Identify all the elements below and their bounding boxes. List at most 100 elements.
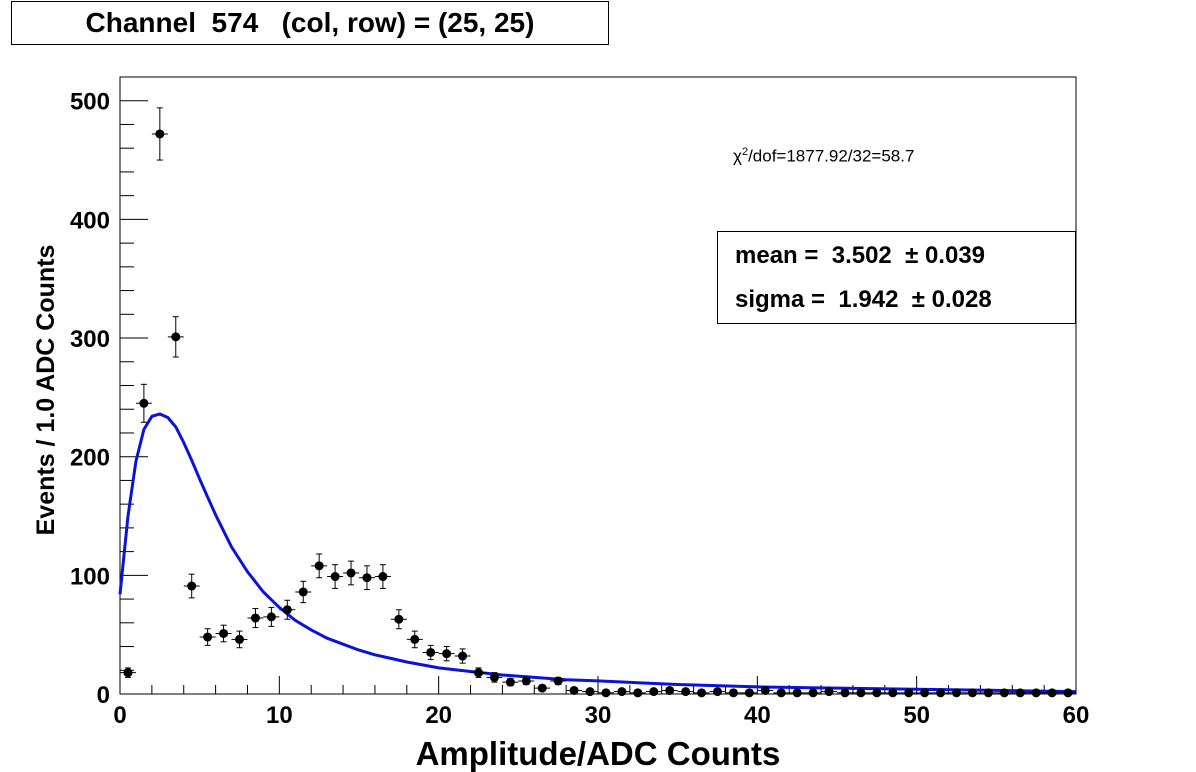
data-marker	[569, 685, 579, 695]
data-marker	[681, 687, 691, 697]
data-point	[120, 667, 136, 678]
data-point	[709, 687, 726, 697]
data-point	[932, 688, 949, 698]
data-point	[167, 316, 184, 358]
data-point	[502, 677, 519, 687]
data-marker	[744, 688, 754, 698]
data-point	[151, 107, 168, 161]
data-point	[470, 667, 487, 678]
data-point	[773, 688, 790, 698]
data-marker	[219, 628, 229, 638]
data-point	[916, 688, 933, 698]
data-marker	[442, 649, 452, 659]
data-marker	[235, 634, 244, 644]
data-marker	[840, 688, 850, 698]
data-point	[295, 580, 312, 604]
data-marker	[489, 672, 499, 682]
data-point	[613, 687, 630, 697]
y-tick-label: 200	[70, 445, 110, 472]
data-marker	[713, 687, 722, 697]
data-marker	[426, 647, 436, 657]
x-tick-label: 30	[585, 702, 612, 729]
data-point	[948, 688, 965, 698]
data-marker	[649, 687, 659, 697]
y-tick-label: 300	[70, 326, 110, 353]
data-marker	[330, 572, 340, 582]
data-point	[645, 687, 662, 697]
fit-curve	[118, 412, 1077, 694]
data-point	[422, 644, 439, 661]
data-marker	[250, 613, 260, 623]
data-point	[518, 676, 535, 686]
data-marker	[346, 568, 356, 578]
data-marker	[155, 129, 165, 139]
data-marker	[792, 688, 802, 698]
data-marker	[139, 398, 149, 408]
data-marker	[633, 688, 643, 698]
chi2-label: χ2/dof=1877.92/32=58.7	[733, 146, 914, 167]
data-point	[582, 687, 598, 697]
data-point	[343, 560, 359, 586]
chi2-symbol: χ	[733, 146, 742, 166]
data-marker	[760, 685, 770, 695]
fit-curve-layer	[118, 412, 1077, 694]
y-tick-label: 500	[70, 89, 110, 116]
fit-stats-box: mean = 3.502 ± 0.039 sigma = 1.942 ± 0.0…	[717, 231, 1076, 324]
sigma-stat: sigma = 1.942 ± 0.028	[735, 286, 992, 313]
data-point	[486, 672, 503, 683]
data-point	[900, 688, 917, 698]
data-point	[693, 688, 710, 698]
data-point	[980, 688, 997, 698]
data-marker	[776, 688, 786, 698]
x-tick-label: 60	[1063, 702, 1090, 729]
data-marker	[394, 614, 404, 624]
data-point	[534, 683, 551, 693]
data-marker	[999, 688, 1009, 698]
data-marker	[967, 688, 977, 698]
data-marker	[298, 587, 308, 597]
x-axis-label: Amplitude/ADC Counts	[416, 735, 781, 772]
data-marker	[888, 688, 898, 698]
data-point	[566, 685, 583, 695]
data-marker	[314, 561, 324, 571]
data-marker	[458, 651, 468, 661]
data-marker	[553, 676, 563, 686]
y-axis-label: Events / 1.0 ADC Counts	[32, 245, 60, 536]
chi2-superscript: 2	[741, 146, 749, 158]
data-point	[1012, 688, 1029, 698]
data-point	[374, 564, 391, 589]
data-point	[390, 609, 407, 630]
data-point	[454, 648, 471, 664]
x-tick-label: 40	[744, 702, 771, 729]
data-point	[279, 599, 296, 620]
data-point	[1028, 688, 1045, 698]
y-tick-label: 100	[70, 563, 110, 590]
data-marker	[952, 688, 961, 698]
data-point	[1044, 688, 1061, 698]
data-marker	[1031, 688, 1041, 698]
data-point	[629, 688, 646, 698]
y-tick-label: 0	[97, 682, 110, 709]
data-point	[677, 687, 694, 697]
data-marker	[728, 688, 738, 698]
data-marker	[203, 632, 213, 642]
data-marker	[856, 688, 866, 698]
data-marker	[601, 688, 611, 698]
plot-title-box: Channel 574 (col, row) = (25, 25)	[11, 1, 609, 45]
data-point	[661, 685, 678, 695]
data-marker	[1047, 688, 1057, 698]
data-point	[438, 646, 455, 662]
data-marker	[171, 332, 181, 342]
data-point	[327, 564, 344, 589]
data-marker	[521, 676, 531, 686]
data-point	[598, 688, 614, 698]
plot-frame	[119, 76, 1077, 695]
data-marker	[872, 688, 882, 698]
data-point	[725, 688, 742, 698]
data-marker	[617, 687, 627, 697]
data-marker	[410, 634, 420, 644]
data-marker	[1063, 688, 1073, 698]
data-point	[852, 688, 869, 698]
data-point	[247, 608, 264, 629]
